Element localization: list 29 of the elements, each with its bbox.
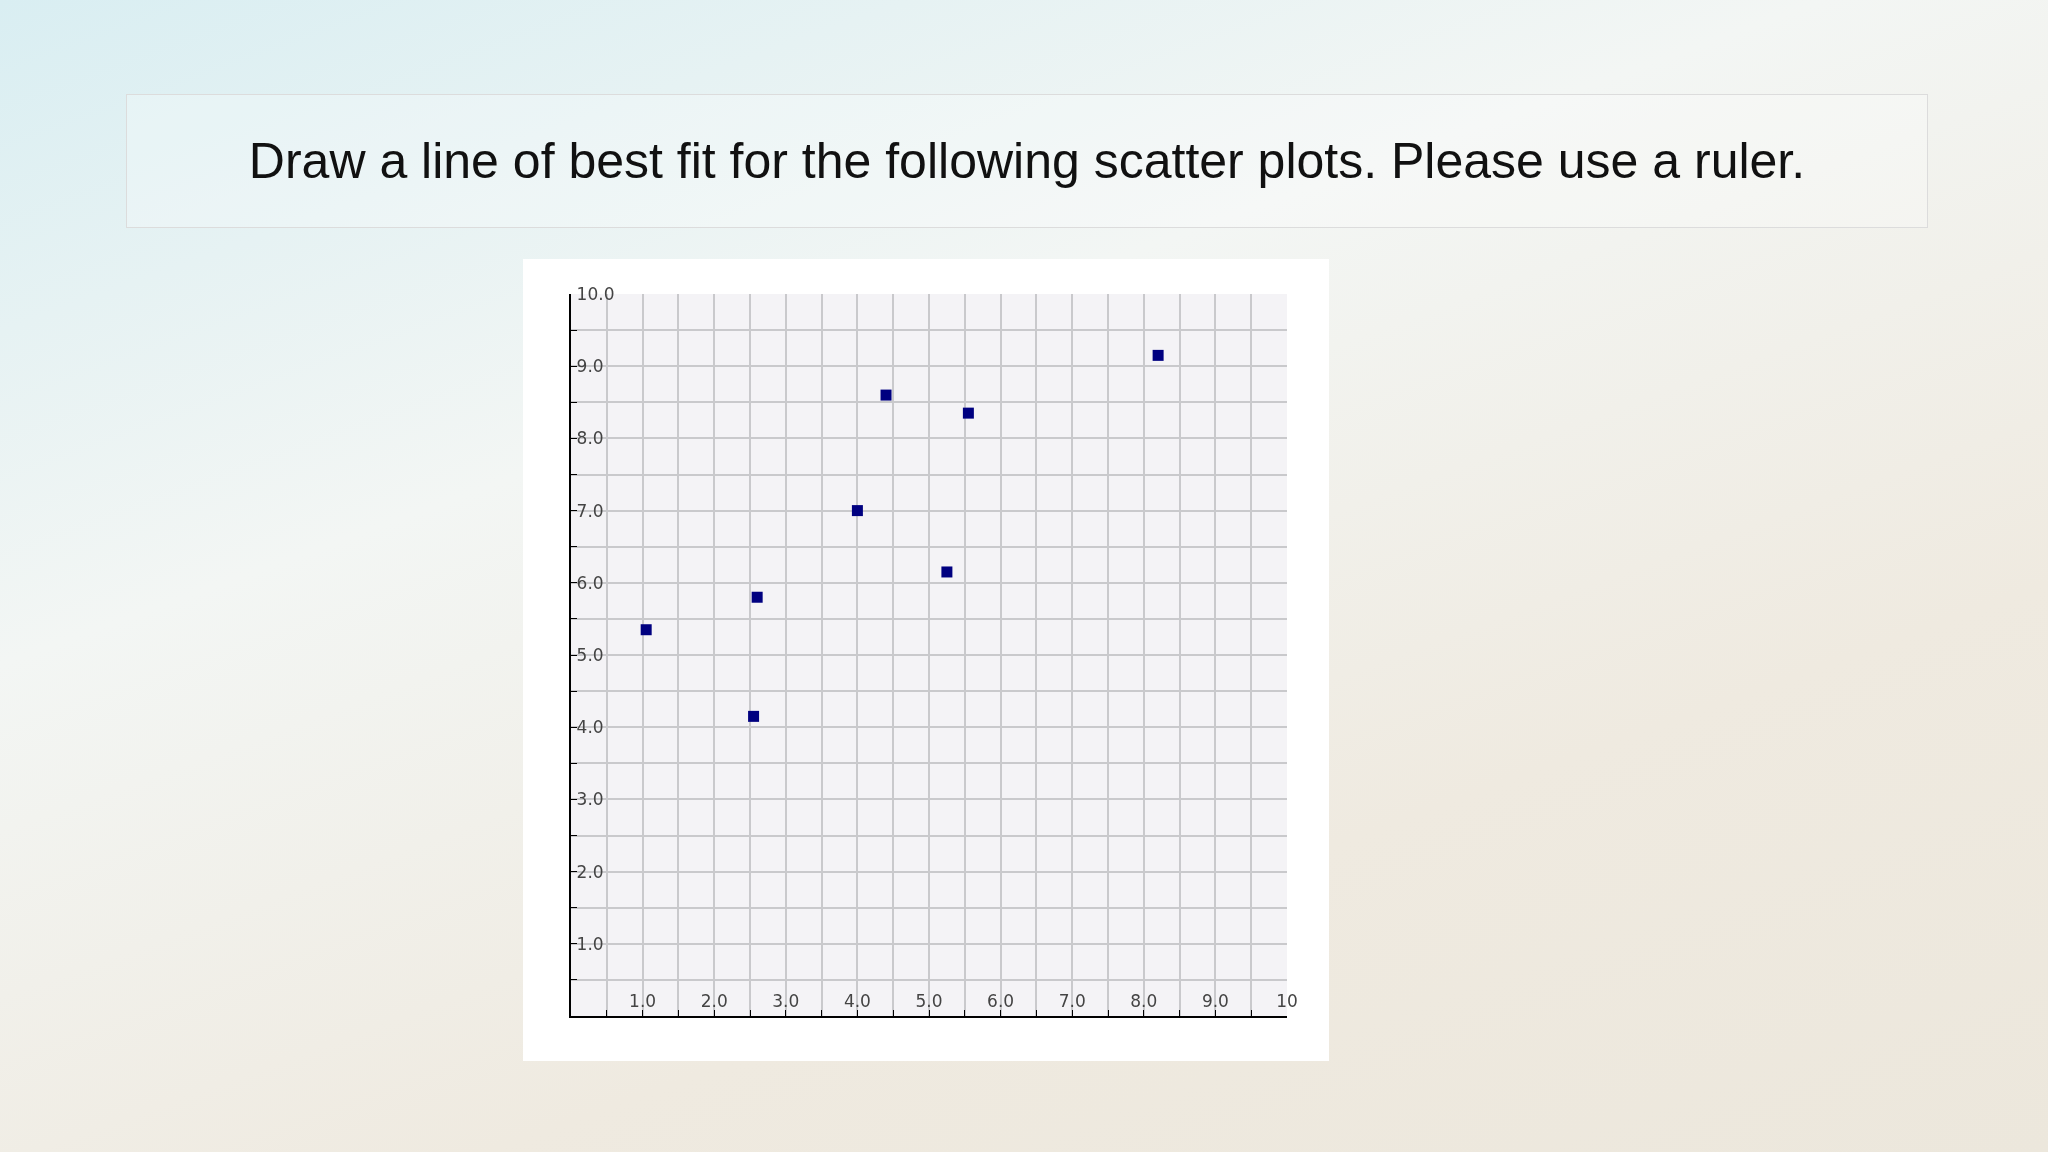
point [941, 566, 953, 578]
y-tick-label: 8.0 [576, 428, 604, 449]
x-tick-label: 7.0 [1058, 991, 1086, 1011]
point [1152, 349, 1164, 361]
x-tick-label: 10 [1276, 991, 1298, 1011]
y-tick-label: 10.0 [576, 283, 615, 304]
x-tick-label: 4.0 [843, 991, 871, 1011]
point [640, 624, 652, 636]
x-tick-label: 6.0 [987, 991, 1015, 1011]
y-tick-label: 2.0 [576, 861, 604, 882]
point [880, 389, 892, 401]
point [962, 407, 974, 419]
x-tick-label: 9.0 [1201, 991, 1229, 1011]
x-tick-label: 5.0 [915, 991, 943, 1011]
y-tick-label: 7.0 [576, 500, 604, 521]
y-tick-label: 4.0 [576, 717, 604, 738]
point [751, 591, 763, 603]
point [851, 505, 863, 517]
x-tick-label: 8.0 [1130, 991, 1158, 1011]
y-tick-label: 1.0 [576, 933, 604, 954]
point [748, 710, 760, 722]
y-tick-label: 3.0 [576, 789, 604, 810]
x-tick-label: 2.0 [700, 991, 728, 1011]
chart-title: Draw a line of best fit for the following scatter plots. Please use a ruler. [126, 94, 1928, 228]
y-tick-label: 9.0 [576, 356, 604, 377]
y-tick-label: 6.0 [576, 572, 604, 593]
y-tick-label: 5.0 [576, 644, 604, 665]
x-tick-label: 1.0 [629, 991, 657, 1011]
x-tick-label: 3.0 [772, 991, 800, 1011]
